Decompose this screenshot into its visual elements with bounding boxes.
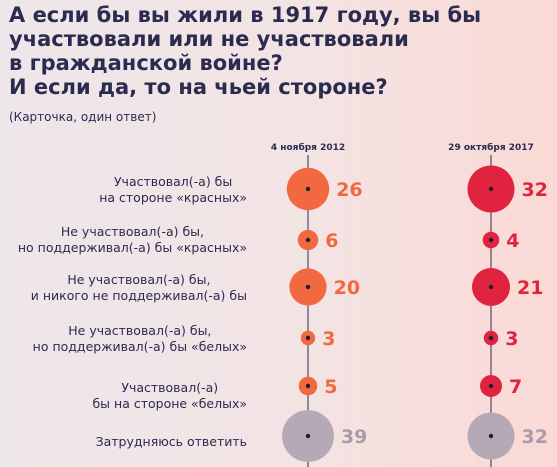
data-label: 5 [324,376,337,398]
data-label: 39 [341,426,367,448]
data-label: 26 [336,179,362,201]
data-label: 6 [325,230,338,252]
chart-title: А если бы вы жили в 1917 году, вы бы уча… [9,3,549,99]
chart-subtitle: (Карточка, один ответ) [9,110,157,124]
column-header-2017: 29 октября 2017 [448,143,534,153]
data-label: 32 [522,426,548,448]
bubble-center-dot [488,433,494,439]
row-label-undecided: Затрудняюсь ответить [95,434,247,449]
data-label: 20 [334,277,360,299]
bubble-center-dot [305,433,311,439]
bubble-center-dot [305,335,311,341]
bubble-center-dot [488,186,494,192]
bubble-center-dot [305,284,311,290]
data-label: 3 [505,328,518,350]
data-label: 4 [506,230,519,252]
title-line: И если да, то на чьей стороне? [9,75,388,99]
data-label: 21 [517,277,543,299]
bubble-center-dot [488,284,494,290]
row-label-neutral: Не участвовал(-а) бы, и никого не поддер… [30,272,247,303]
title-line: участвовали или не участвовали [9,27,409,51]
bubble-center-dot [488,237,494,243]
row-label-white-support: Не участвовал(-а) бы, но поддерживал(-а)… [32,323,247,354]
data-label: 3 [322,328,335,350]
title-line: в гражданской войне? [9,51,283,75]
bubble-center-dot [305,186,311,192]
row-label-red-support: Не участвовал(-а) бы, но поддерживал(-а)… [17,224,247,255]
data-label: 7 [509,376,522,398]
row-label-white-participate: Участвовал(-а) бы на стороне «белых» [92,380,247,411]
bubble-center-dot [305,383,311,389]
bubble-center-dot [305,237,311,243]
column-header-2012: 4 ноября 2012 [270,143,346,153]
title-line: А если бы вы жили в 1917 году, вы бы [9,3,482,27]
row-label-red-participate: Участвовал(-а) бы на стороне «красных» [99,174,247,205]
bubble-center-dot [488,335,494,341]
bubble-center-dot [488,383,494,389]
data-label: 32 [522,179,548,201]
